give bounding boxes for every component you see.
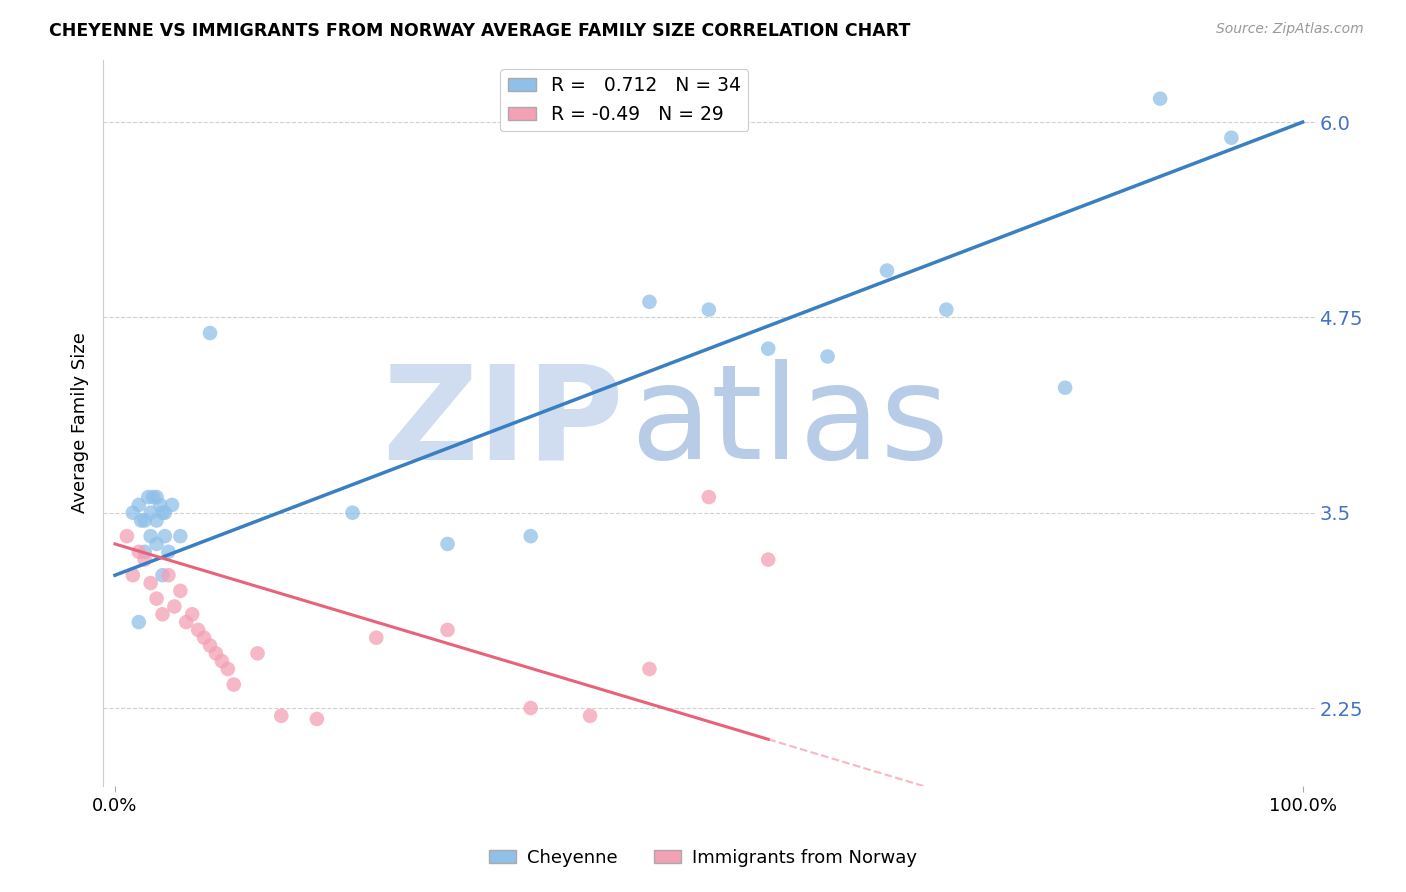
Text: atlas: atlas <box>630 359 949 486</box>
Point <box>145 514 167 528</box>
Legend: R =   0.712   N = 34, R = -0.49   N = 29: R = 0.712 N = 34, R = -0.49 N = 29 <box>501 69 748 131</box>
Point <box>152 506 174 520</box>
Point <box>366 631 388 645</box>
Point <box>129 514 152 528</box>
Point <box>121 568 143 582</box>
Point <box>935 302 957 317</box>
Point <box>198 639 221 653</box>
Point <box>638 294 661 309</box>
Point <box>153 529 176 543</box>
Point <box>139 576 162 591</box>
Point <box>436 623 458 637</box>
Y-axis label: Average Family Size: Average Family Size <box>72 333 89 513</box>
Point <box>579 709 602 723</box>
Point <box>152 607 174 622</box>
Point <box>145 537 167 551</box>
Point <box>1220 130 1243 145</box>
Point <box>169 529 191 543</box>
Point <box>153 506 176 520</box>
Point <box>160 498 183 512</box>
Point <box>121 506 143 520</box>
Point <box>139 506 162 520</box>
Point <box>519 701 541 715</box>
Point <box>157 545 180 559</box>
Text: CHEYENNE VS IMMIGRANTS FROM NORWAY AVERAGE FAMILY SIZE CORRELATION CHART: CHEYENNE VS IMMIGRANTS FROM NORWAY AVERA… <box>49 22 911 40</box>
Point <box>756 342 779 356</box>
Point <box>222 677 245 691</box>
Point <box>342 506 364 520</box>
Point <box>145 490 167 504</box>
Point <box>134 552 156 566</box>
Point <box>128 498 150 512</box>
Point <box>193 631 215 645</box>
Point <box>198 326 221 340</box>
Point <box>697 490 720 504</box>
Point <box>187 623 209 637</box>
Point <box>169 583 191 598</box>
Point <box>638 662 661 676</box>
Point <box>697 302 720 317</box>
Point <box>270 709 292 723</box>
Text: Source: ZipAtlas.com: Source: ZipAtlas.com <box>1216 22 1364 37</box>
Point <box>149 498 172 512</box>
Point <box>519 529 541 543</box>
Point <box>134 514 156 528</box>
Point <box>817 350 839 364</box>
Point <box>163 599 186 614</box>
Point <box>174 615 197 629</box>
Legend: Cheyenne, Immigrants from Norway: Cheyenne, Immigrants from Norway <box>482 842 924 874</box>
Point <box>145 591 167 606</box>
Point <box>128 615 150 629</box>
Point <box>756 552 779 566</box>
Point <box>152 568 174 582</box>
Point <box>136 490 159 504</box>
Point <box>157 568 180 582</box>
Point <box>1054 381 1077 395</box>
Point <box>876 263 898 277</box>
Point <box>128 545 150 559</box>
Point <box>181 607 204 622</box>
Point <box>205 646 228 660</box>
Text: ZIP: ZIP <box>382 359 624 486</box>
Point <box>1149 92 1171 106</box>
Point <box>142 490 165 504</box>
Point <box>211 654 233 668</box>
Point <box>246 646 269 660</box>
Point <box>217 662 239 676</box>
Point <box>134 545 156 559</box>
Point <box>305 712 328 726</box>
Point <box>139 529 162 543</box>
Point <box>115 529 138 543</box>
Point <box>436 537 458 551</box>
